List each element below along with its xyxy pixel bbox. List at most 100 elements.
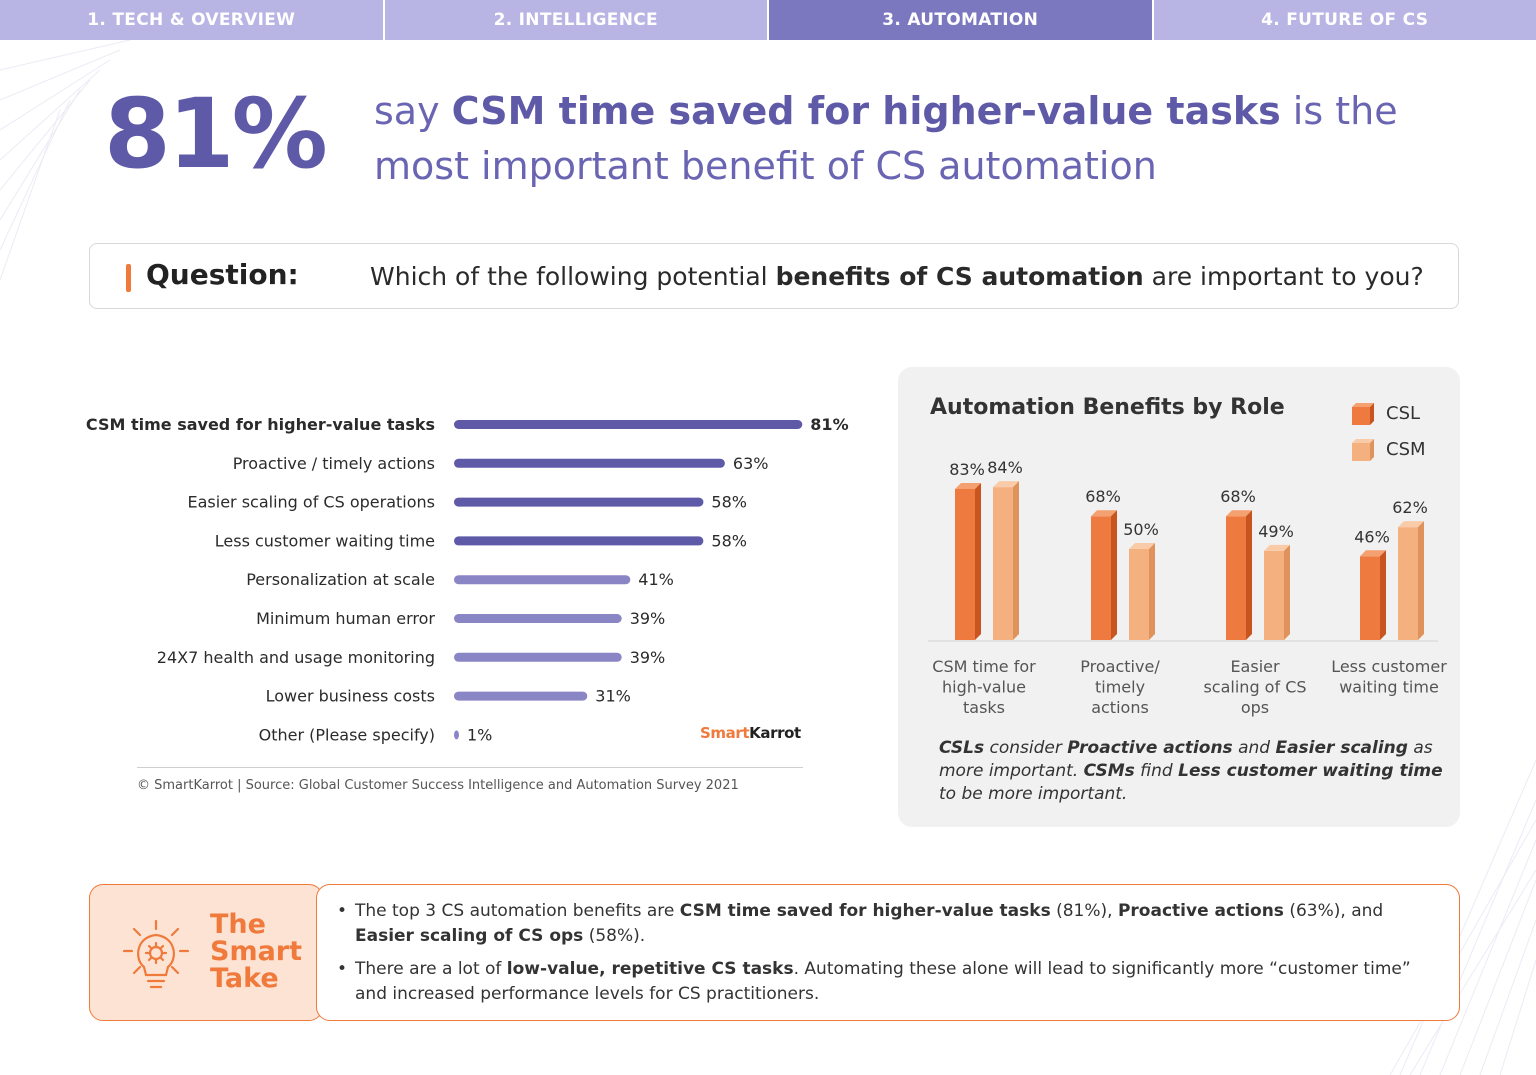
role-bar-csm — [1398, 527, 1418, 640]
legend-label-csm: CSM — [1386, 438, 1426, 460]
question-text: Which of the following potential benefit… — [370, 262, 1424, 291]
bullet1-t2: (81%), — [1050, 901, 1118, 921]
role-chart-legend: CSL CSM — [1350, 395, 1426, 467]
note-b5: Less customer waiting time — [1178, 761, 1443, 781]
note-t5: to be more important. — [939, 784, 1128, 804]
role-category-label: Easier — [1230, 657, 1280, 676]
hbar-bar — [454, 420, 803, 429]
hbar-category-label: Minimum human error — [256, 609, 435, 628]
hbar-category-label: Easier scaling of CS operations — [188, 493, 436, 512]
hero-percent: 81% — [104, 78, 328, 190]
hbar-value-label: 58% — [711, 493, 747, 512]
role-bar-value-label: 49% — [1258, 522, 1294, 541]
hbar-value-label: 63% — [733, 454, 769, 473]
bullet2-t1: There are a lot of — [355, 959, 507, 979]
role-bar-value-label: 68% — [1220, 487, 1256, 506]
benefits-bar-chart-svg: CSM time saved for higher-value tasks 81%… — [86, 415, 849, 744]
note-b2: Proactive actions — [1067, 738, 1233, 758]
hero-text-bold: CSM time saved for higher-value tasks — [451, 89, 1281, 133]
role-category-label: CSM time for — [932, 657, 1036, 676]
role-bar-top-face — [955, 482, 981, 489]
role-bar-value-label: 50% — [1123, 520, 1159, 539]
smart-take-bullet-2: There are a lot of low-value, repetitive… — [335, 957, 1435, 1007]
role-category-label: tasks — [963, 698, 1005, 717]
hbar-value-label: 39% — [630, 648, 666, 667]
role-category-label: waiting time — [1339, 678, 1439, 697]
smart-take-bullets: The top 3 CS automation benefits are CSM… — [335, 899, 1435, 1015]
role-bar-top-face — [1129, 543, 1155, 549]
note-t3: as more important. — [939, 738, 1433, 781]
tab-future-of-cs[interactable]: 4. FUTURE OF CS — [1153, 0, 1536, 40]
tab-intelligence[interactable]: 2. INTELLIGENCE — [384, 0, 769, 40]
role-bar-csm — [1264, 550, 1284, 640]
role-category-label: Less customer — [1331, 657, 1447, 676]
bullet1-t3: (63%), and — [1283, 901, 1384, 921]
role-bar-side-face — [1284, 544, 1290, 640]
hbar-category-label: Less customer waiting time — [215, 531, 435, 550]
legend-swatch-csm — [1352, 439, 1374, 461]
question-text-pre: Which of the following potential — [370, 262, 776, 291]
hbar-value-label: 39% — [630, 609, 666, 628]
benefits-bar-chart: CSM time saved for higher-value tasks 81%… — [80, 400, 860, 820]
role-category-label: Proactive/ — [1080, 657, 1160, 676]
role-bar-top-face — [993, 481, 1019, 488]
lightbulb-gear-icon — [122, 919, 190, 989]
smart-take-title-line-3: Take — [210, 963, 279, 994]
role-bar-csl — [1226, 516, 1246, 640]
hbar-value-label: 31% — [595, 687, 631, 706]
hero-statement: say CSM time saved for higher-value task… — [374, 84, 1474, 194]
hbar-bar — [454, 458, 725, 468]
hbar-bar — [454, 497, 704, 507]
smart-take-bullet-1: The top 3 CS automation benefits are CSM… — [335, 899, 1435, 949]
role-bar-value-label: 84% — [987, 458, 1023, 477]
hbar-category-label: CSM time saved for higher-value tasks — [86, 415, 435, 434]
tab-tech-overview[interactable]: 1. TECH & OVERVIEW — [0, 0, 385, 40]
hbar-value-label: 41% — [638, 570, 674, 589]
smart-take-label-box: The Smart Take — [89, 884, 323, 1021]
hbar-category-label: Other (Please specify) — [259, 725, 435, 744]
role-bar-csl — [955, 488, 975, 640]
smartkarrot-logo: SmartKarrot — [700, 724, 801, 742]
hbar-bar — [454, 691, 588, 701]
bullet1-t4: (58%). — [583, 926, 646, 946]
bullet1-b2: Proactive actions — [1117, 901, 1284, 921]
role-bar-csm — [1129, 549, 1149, 640]
hbar-bar — [454, 652, 622, 662]
tab-automation[interactable]: 3. AUTOMATION — [769, 0, 1154, 40]
role-bar-value-label: 83% — [949, 460, 985, 479]
role-bar-csl — [1091, 516, 1111, 640]
legend-swatch-csl — [1352, 403, 1374, 425]
hbar-value-label: 81% — [810, 415, 848, 434]
legend-label-csl: CSL — [1386, 402, 1421, 424]
bullet1-b3: Easier scaling of CS ops — [355, 926, 584, 946]
role-category-label: timely — [1095, 678, 1145, 697]
question-accent-bar — [126, 264, 131, 292]
question-text-bold: benefits of CS automation — [775, 262, 1144, 291]
question-label: Question: — [146, 258, 299, 291]
role-bar-side-face — [1418, 521, 1424, 640]
smart-take-title-line-2: Smart — [210, 936, 303, 967]
smart-take-title: The Smart Take — [210, 911, 302, 992]
hbar-category-label: Lower business costs — [266, 687, 435, 706]
role-bar-top-face — [1226, 510, 1252, 517]
section-tabs: 1. TECH & OVERVIEW 2. INTELLIGENCE 3. AU… — [0, 0, 1536, 40]
role-bar-side-face — [1246, 510, 1252, 640]
role-category-label: scaling of CS — [1203, 678, 1306, 697]
role-category-label: high-value — [942, 678, 1026, 697]
role-bar-side-face — [975, 482, 981, 640]
smart-take-content-box: The top 3 CS automation benefits are CSM… — [316, 884, 1460, 1021]
hero-text-post: is the most important benefit of CS auto… — [374, 89, 1398, 188]
note-t4: find — [1134, 761, 1179, 781]
brand-part-1: Smart — [700, 724, 750, 742]
hbar-category-label: 24X7 health and usage monitoring — [157, 648, 435, 667]
role-category-label: ops — [1241, 698, 1269, 717]
hbar-value-label: 58% — [711, 531, 747, 550]
hbar-bar — [454, 536, 704, 546]
hbar-bar — [454, 730, 459, 740]
role-bar-value-label: 68% — [1085, 487, 1121, 506]
role-bar-csm — [993, 487, 1013, 640]
hbar-category-label: Personalization at scale — [246, 570, 435, 589]
source-divider — [137, 767, 803, 768]
role-bar-chart-svg: 83% 84%CSM time forhigh-valuetasks68%50%P… — [928, 458, 1447, 717]
question-box: Question: Which of the following potenti… — [89, 243, 1459, 309]
